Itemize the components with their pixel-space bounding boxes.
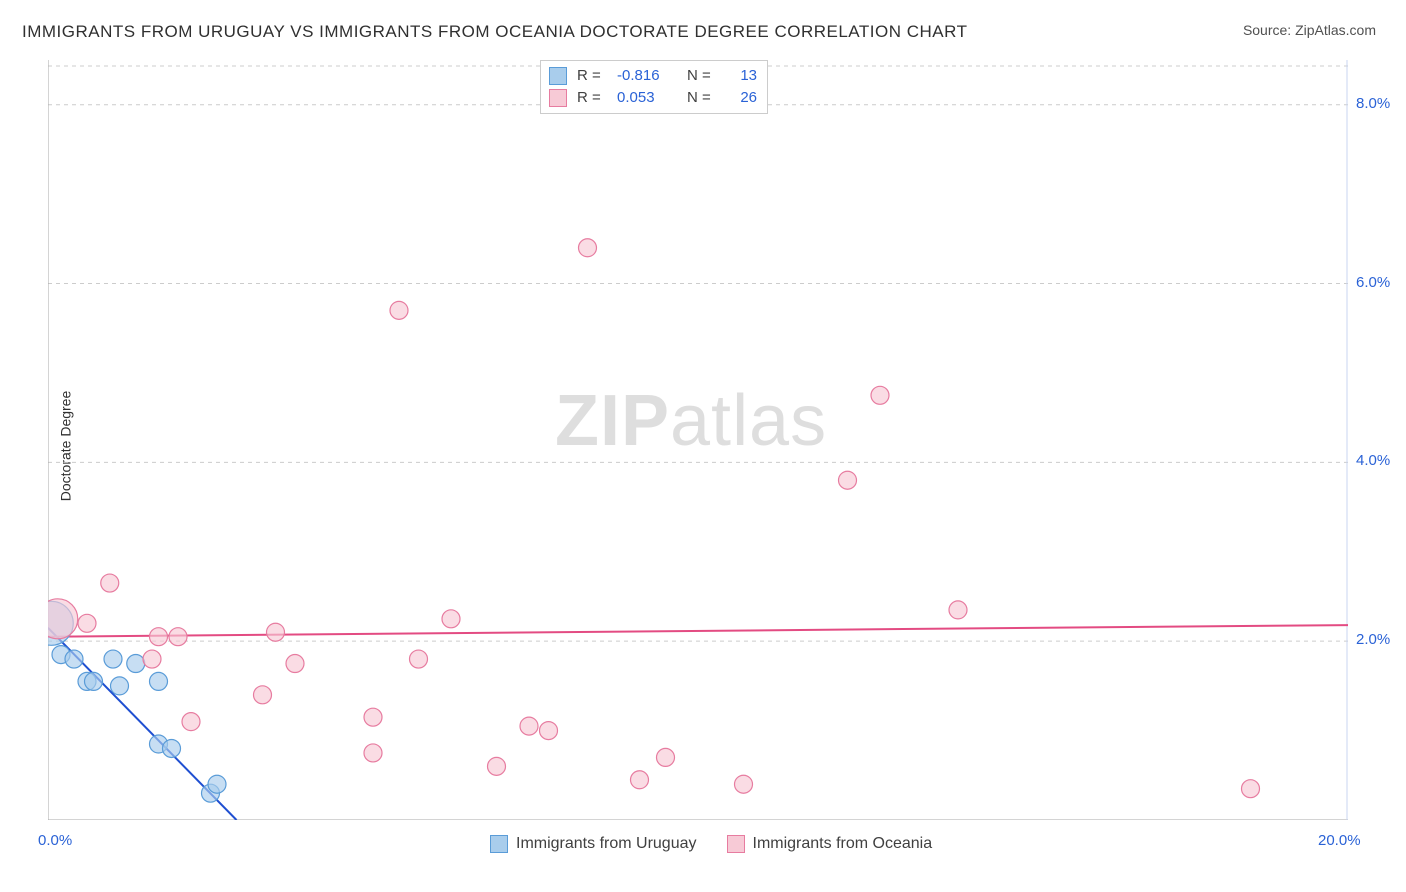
legend-r-value: -0.816 <box>617 65 677 87</box>
legend-r-label: R = <box>577 65 607 87</box>
correlation-legend: R = -0.816 N = 13 R = 0.053 N = 26 <box>540 60 768 114</box>
series-legend-item: Immigrants from Oceania <box>727 835 933 853</box>
legend-n-label: N = <box>687 87 717 109</box>
series-legend-item: Immigrants from Uruguay <box>490 835 697 853</box>
legend-row: R = -0.816 N = 13 <box>549 65 757 87</box>
plot-area <box>48 60 1348 820</box>
legend-n-label: N = <box>687 65 717 87</box>
y-tick-label: 8.0% <box>1356 95 1390 112</box>
series-legend-label: Immigrants from Uruguay <box>516 835 697 853</box>
legend-swatch <box>727 835 745 853</box>
chart-title: IMMIGRANTS FROM URUGUAY VS IMMIGRANTS FR… <box>22 22 967 42</box>
series-legend: Immigrants from Uruguay Immigrants from O… <box>490 835 932 853</box>
y-tick-label: 2.0% <box>1356 631 1390 648</box>
y-tick-label: 6.0% <box>1356 274 1390 291</box>
y-tick-label: 4.0% <box>1356 452 1390 469</box>
x-tick-label: 20.0% <box>1318 832 1361 849</box>
legend-swatch <box>490 835 508 853</box>
scatter-plot-svg <box>48 60 1348 820</box>
source-attribution: Source: ZipAtlas.com <box>1243 22 1376 38</box>
x-tick-label: 0.0% <box>38 832 72 849</box>
series-legend-label: Immigrants from Oceania <box>753 835 933 853</box>
legend-row: R = 0.053 N = 26 <box>549 87 757 109</box>
legend-r-value: 0.053 <box>617 87 677 109</box>
legend-swatch <box>549 67 567 85</box>
legend-n-value: 26 <box>727 87 757 109</box>
legend-r-label: R = <box>577 87 607 109</box>
legend-swatch <box>549 89 567 107</box>
legend-n-value: 13 <box>727 65 757 87</box>
